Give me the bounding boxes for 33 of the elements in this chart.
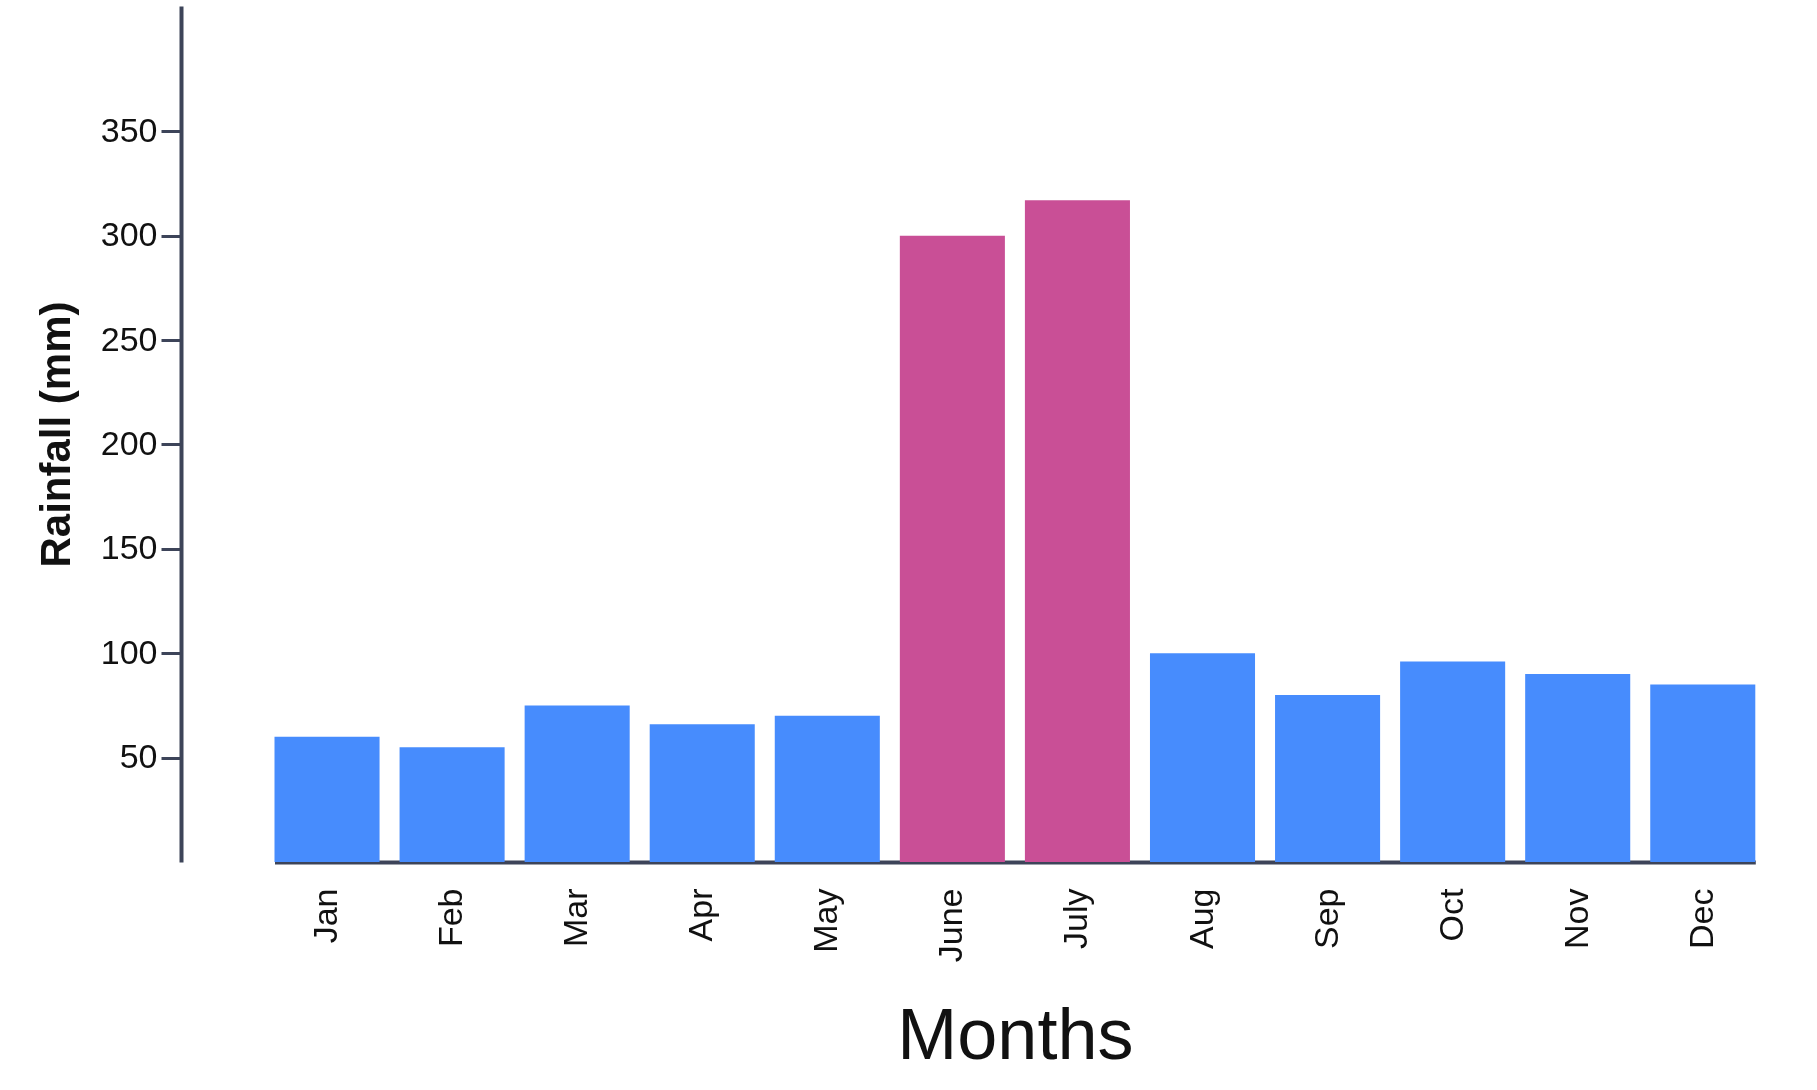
bar xyxy=(524,705,630,862)
bar xyxy=(1275,694,1381,862)
bar xyxy=(774,715,880,862)
y-tick-label: 150 xyxy=(100,528,158,567)
x-tick-label: Apr xyxy=(681,888,720,942)
x-tick-label: Nov xyxy=(1556,888,1595,949)
x-tick-label: Mar xyxy=(556,888,595,948)
y-tick-label: 100 xyxy=(100,632,158,671)
x-tick-label: June xyxy=(931,888,970,963)
x-tick-label: Jan xyxy=(306,888,345,944)
x-tick-label: May xyxy=(806,888,845,953)
bar xyxy=(274,736,380,862)
x-tick-label: July xyxy=(1056,888,1095,949)
x-tick-label: Aug xyxy=(1181,888,1220,949)
bar xyxy=(649,724,755,862)
bar xyxy=(1024,200,1130,862)
bar xyxy=(1400,661,1506,862)
bar xyxy=(399,747,505,862)
x-axis-title: Months xyxy=(897,994,1134,1075)
y-tick-label: 200 xyxy=(100,423,158,462)
y-tick-label: 250 xyxy=(100,319,158,358)
bar xyxy=(1650,684,1756,862)
y-axis-title: Rainfall (mm) xyxy=(31,301,79,568)
bar xyxy=(1525,674,1631,862)
bar xyxy=(899,235,1005,862)
y-tick-label: 350 xyxy=(100,110,158,149)
y-tick-label: 300 xyxy=(100,215,158,254)
bar xyxy=(1149,653,1256,862)
x-tick-label: Feb xyxy=(431,888,470,948)
y-tick-label: 50 xyxy=(119,737,158,776)
x-tick-label: Dec xyxy=(1681,888,1720,949)
x-tick-label: Sep xyxy=(1306,888,1345,949)
x-tick-label: Oct xyxy=(1431,887,1470,942)
